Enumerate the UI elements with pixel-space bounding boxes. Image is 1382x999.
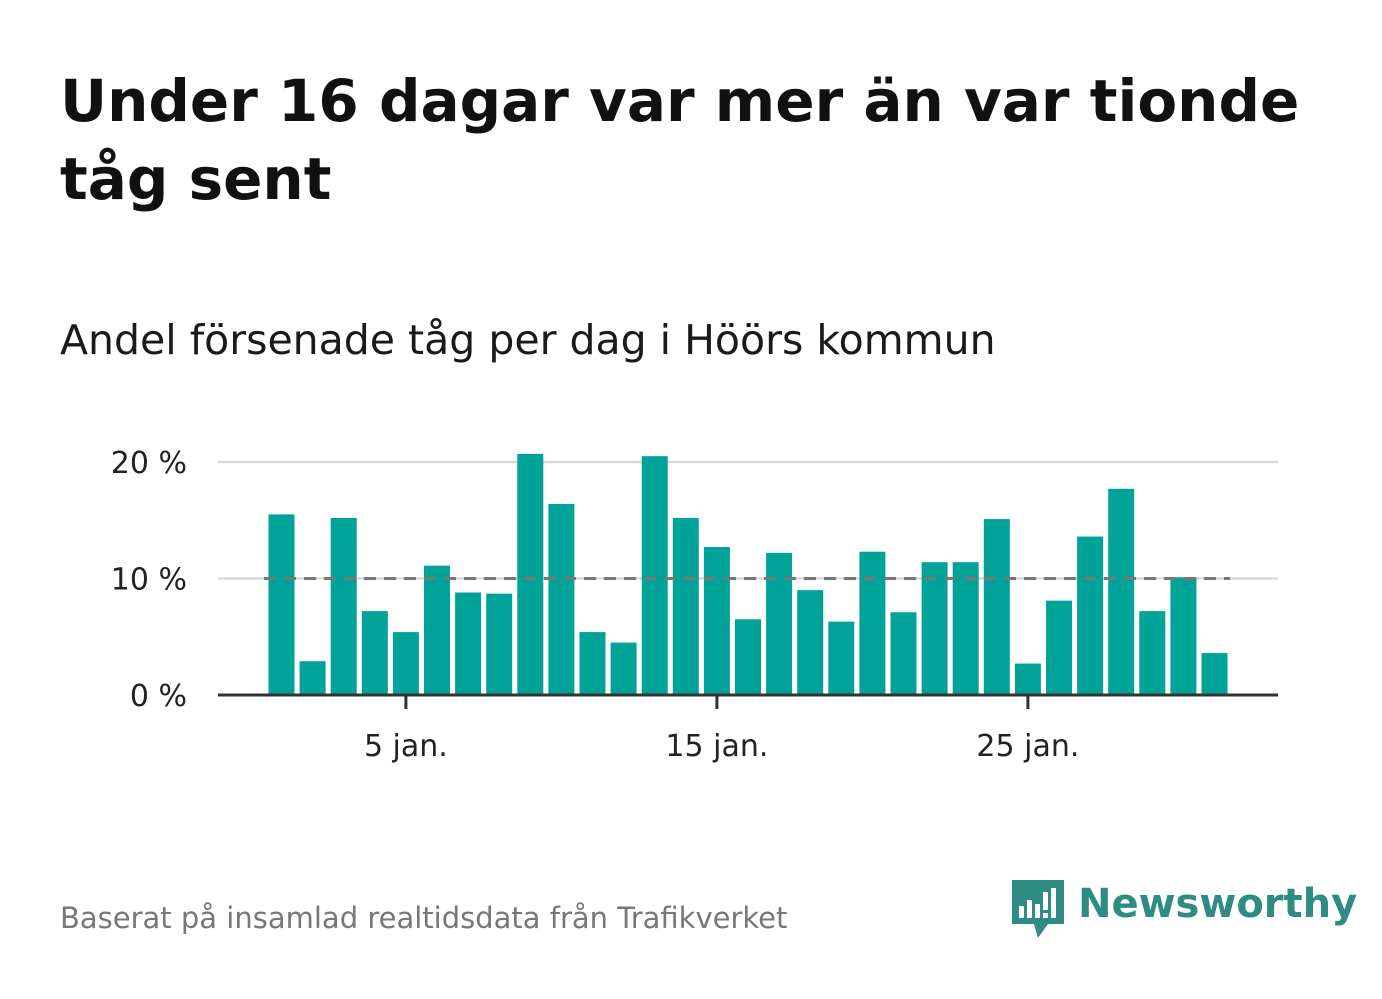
bar xyxy=(1139,611,1166,695)
x-axis xyxy=(218,693,1278,709)
bar xyxy=(361,611,388,695)
bar xyxy=(1108,488,1135,695)
bar xyxy=(859,551,886,695)
y-tick-label: 10 % xyxy=(111,563,187,598)
bar xyxy=(828,621,855,695)
chart-subtitle: Andel försenade tåg per dag i Höörs komm… xyxy=(60,316,996,364)
bar xyxy=(1014,663,1041,695)
bar xyxy=(703,547,730,695)
bar xyxy=(1170,577,1197,695)
bar xyxy=(486,593,513,695)
bar xyxy=(1201,653,1228,695)
bar xyxy=(517,453,544,695)
bar xyxy=(890,612,917,695)
bar xyxy=(952,562,979,695)
bar xyxy=(1046,600,1072,695)
bar xyxy=(424,565,450,695)
bar xyxy=(579,632,606,695)
y-axis-labels: 0 % 10 % 20 % xyxy=(111,446,187,714)
bar xyxy=(268,514,295,695)
bar xyxy=(330,517,357,695)
bar xyxy=(766,552,793,695)
x-axis-labels: 5 jan. 15 jan. 25 jan. xyxy=(364,729,1079,764)
bar xyxy=(921,562,948,695)
bar xyxy=(548,503,575,695)
x-tick-label: 5 jan. xyxy=(364,729,448,764)
y-tick-label: 20 % xyxy=(111,446,187,481)
y-tick-label: 0 % xyxy=(130,679,187,714)
bar xyxy=(392,632,419,695)
bar xyxy=(735,619,761,695)
x-tick-label: 15 jan. xyxy=(665,729,768,764)
bar xyxy=(1077,536,1104,695)
source-note: Baserat på insamlad realtidsdata från Tr… xyxy=(60,901,788,935)
chart-title: Under 16 dagar var mer än var tionde tåg… xyxy=(60,67,1300,213)
bar xyxy=(672,517,699,695)
x-tick-label: 25 jan. xyxy=(976,729,1079,764)
brand-name: Newsworthy xyxy=(1078,881,1358,927)
newsworthy-logo-icon xyxy=(1012,880,1064,938)
bars xyxy=(268,453,1228,695)
bar xyxy=(641,456,668,695)
bar xyxy=(983,519,1010,695)
bar xyxy=(610,642,637,695)
bar xyxy=(299,661,326,695)
bar xyxy=(455,592,482,695)
bar xyxy=(797,590,824,695)
